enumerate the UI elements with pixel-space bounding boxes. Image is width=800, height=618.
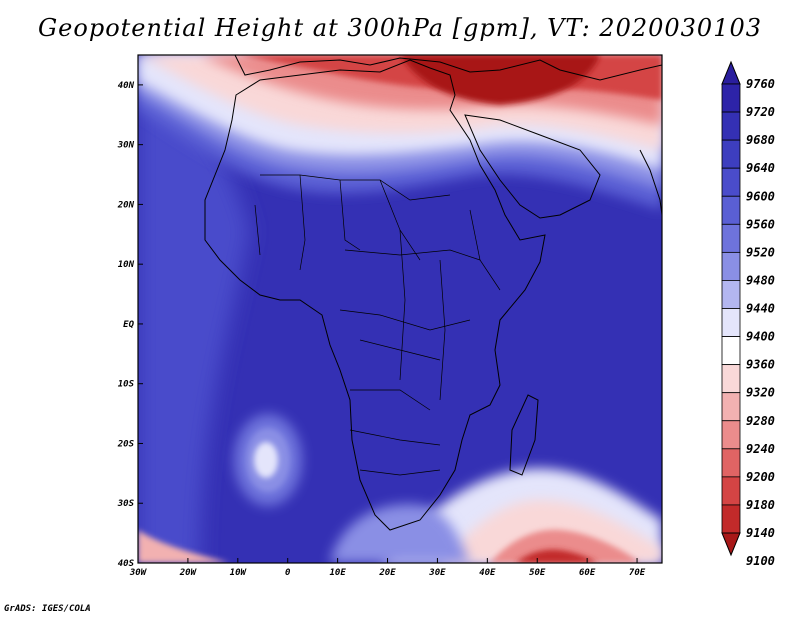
colorbar-segment: [721, 364, 741, 394]
lon-tick-label: 20W: [179, 568, 198, 578]
footer-credit: GrADS: IGES/COLA: [4, 604, 91, 614]
colorbar-level-label: 9180: [746, 498, 775, 512]
lon-tick-label: 50E: [529, 568, 546, 578]
colorbar-bottom-arrow: [721, 532, 741, 557]
colorbar-segment: [721, 504, 741, 534]
lat-tick-label: 20S: [117, 439, 135, 449]
colorbar-level-label: 9760: [746, 77, 775, 91]
colorbar-level-label: 9240: [746, 442, 775, 456]
lon-tick-label: 10E: [329, 568, 346, 578]
colorbar-level-label: 9320: [746, 386, 775, 400]
europe-coastline: [234, 55, 662, 81]
colorbar-segment: [721, 111, 741, 141]
colorbar-segment: [721, 83, 741, 113]
colorbar-level-label: 9600: [746, 189, 775, 203]
colorbar-segment: [721, 251, 741, 281]
colorbar-level-label: 9680: [746, 133, 775, 147]
lat-tick-label: 30S: [117, 499, 135, 509]
lon-tick-label: 0: [285, 568, 291, 578]
colorbar-level-label: 9360: [746, 358, 775, 372]
colorbar-segment: [721, 223, 741, 253]
colorbar-level-label: 9140: [746, 526, 775, 540]
colorbar: 9760 9720 9680 9640 9600 9560 9520 9480 9440 9400…: [721, 60, 775, 568]
chart-title: Geopotential Height at 300hPa [gpm], VT:…: [38, 14, 762, 42]
lon-tick-label: 10W: [230, 568, 248, 578]
lat-axis: 40N 30N 20N 10N EQ 10S 20S 30S 40S: [117, 81, 143, 569]
lat-tick-label: 40S: [118, 559, 135, 569]
colorbar-level-label: 9400: [746, 330, 775, 344]
lat-tick-label: 30N: [117, 141, 135, 151]
colorbar-level-label: 9560: [746, 217, 775, 231]
colorbar-level-label: 9520: [746, 245, 775, 259]
colorbar-top-arrow: [721, 60, 741, 85]
colorbar-level-label: 9720: [746, 105, 775, 119]
lat-tick-label: 40N: [118, 81, 135, 91]
lat-tick-label: 20N: [117, 200, 135, 210]
colorbar-segment: [721, 280, 741, 309]
lat-tick-label: EQ: [123, 320, 134, 330]
colorbar-level-label: 9480: [746, 273, 775, 287]
colorbar-segment: [721, 336, 741, 366]
colorbar-segment: [721, 167, 741, 197]
colorbar-level-label: 9100: [746, 554, 775, 568]
lon-tick-label: 40E: [479, 568, 496, 578]
colorbar-level-label: 9440: [746, 302, 775, 316]
colorbar-level-label: 9200: [746, 470, 775, 484]
arabia-coastline: [464, 114, 601, 219]
colorbar-segment: [721, 448, 741, 478]
lon-axis: 30W 20W 10W 0 10E 20E 30E 40E 50E 60E 70E: [129, 558, 646, 578]
lon-tick-label: 30E: [428, 568, 446, 578]
colorbar-segment: [721, 476, 741, 506]
lon-tick-label: 70E: [629, 568, 646, 578]
africa-coastline: [204, 59, 546, 531]
colorbar-segment: [721, 308, 741, 337]
country-borders: [254, 174, 501, 476]
lon-tick-label: 20E: [378, 568, 396, 578]
lat-tick-label: 10N: [118, 260, 135, 270]
colorbar-segment: [721, 420, 741, 450]
colorbar-level-label: 9640: [746, 161, 775, 175]
madagascar-coastline: [509, 394, 539, 476]
coastlines: [204, 55, 662, 531]
colorbar-segment: [721, 195, 741, 225]
colorbar-segment: [721, 139, 741, 169]
colorbar-level-label: 9280: [746, 414, 775, 428]
lat-tick-label: 10S: [118, 380, 135, 390]
lon-tick-label: 60E: [579, 568, 596, 578]
colorbar-segment: [721, 392, 741, 422]
plot-frame: [137, 54, 663, 564]
lon-tick-label: 30W: [129, 568, 148, 578]
height-field: [138, 55, 662, 563]
india-coastline: [639, 149, 662, 216]
